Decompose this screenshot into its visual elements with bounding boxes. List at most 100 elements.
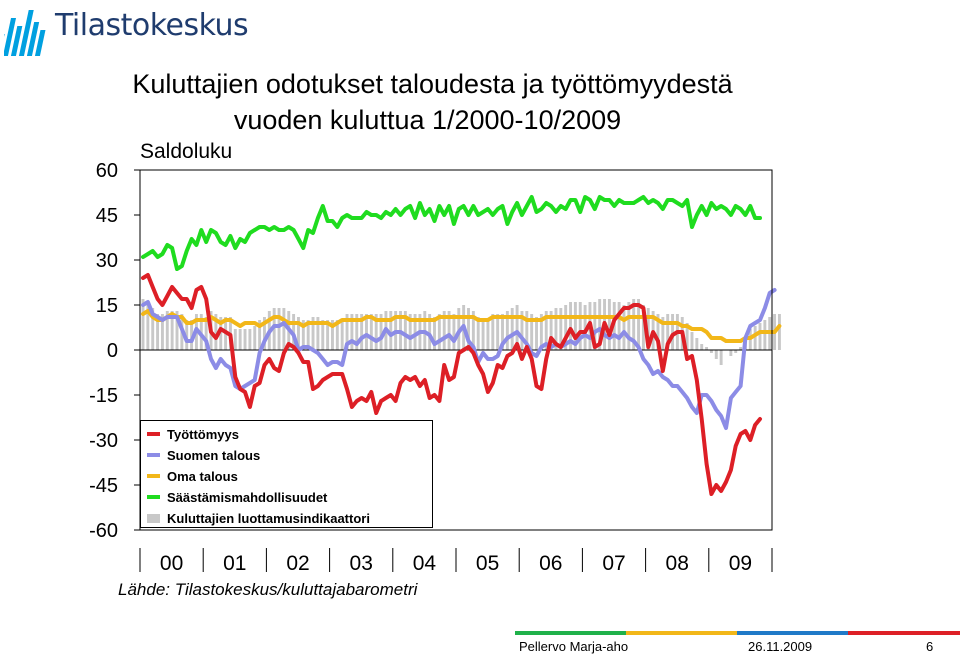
confidence-bar xyxy=(282,308,286,350)
finnish-economy-line xyxy=(141,288,777,430)
legend-item-unemployment: Työttömyys xyxy=(147,424,239,444)
confidence-bar xyxy=(554,308,558,350)
confidence-bar xyxy=(695,338,699,350)
confidence-bar xyxy=(447,311,451,350)
logo-bar-5 xyxy=(34,30,46,56)
confidence-bar xyxy=(262,317,266,350)
confidence-bar xyxy=(311,317,315,350)
confidence-bar xyxy=(321,320,325,350)
legend-label-unemployment: Työttömyys xyxy=(167,426,239,442)
confidence-bar xyxy=(627,302,631,350)
confidence-bar xyxy=(369,314,373,350)
confidence-bar xyxy=(156,314,160,350)
confidence-bar xyxy=(204,317,208,350)
confidence-bar xyxy=(510,308,514,350)
y-tick-label: -30 xyxy=(89,430,118,452)
x-tick-label: 03 xyxy=(350,552,373,575)
confidence-bar xyxy=(219,317,223,350)
logo-bar-3 xyxy=(18,10,34,56)
x-tick-label: 06 xyxy=(539,552,562,575)
legend-item-saving: Säästämismahdollisuudet xyxy=(147,487,327,507)
chart-legend: Työttömyys Suomen talous Oma talous Sääs… xyxy=(140,420,433,528)
x-tick-label: 00 xyxy=(160,552,183,575)
confidence-bar xyxy=(433,317,436,350)
confidence-bar xyxy=(408,314,412,350)
confidence-bar xyxy=(175,311,179,350)
legend-label-own-economy: Oma talous xyxy=(167,468,238,484)
confidence-bar xyxy=(403,311,407,350)
footer-strip-blue xyxy=(737,631,848,635)
confidence-bar xyxy=(253,326,257,350)
footer-strip-green xyxy=(515,631,626,635)
confidence-bar xyxy=(316,317,320,350)
footer-color-strip xyxy=(515,631,960,635)
confidence-bar xyxy=(428,314,432,350)
confidence-bar xyxy=(637,299,641,350)
legend-swatch-finnish-economy xyxy=(147,453,160,457)
saving-line xyxy=(141,195,762,271)
confidence-bar xyxy=(739,347,743,350)
legend-swatch-saving xyxy=(147,495,160,499)
confidence-bar xyxy=(476,317,480,350)
x-tick-label: 05 xyxy=(476,552,499,575)
confidence-bar xyxy=(248,329,252,350)
confidence-bar xyxy=(501,314,504,350)
confidence-bar xyxy=(641,305,645,350)
confidence-bar xyxy=(515,305,519,350)
confidence-bar xyxy=(146,302,150,350)
confidence-bar xyxy=(481,320,485,350)
confidence-bar xyxy=(277,308,281,350)
footer-author: Pellervo Marja-aho xyxy=(519,639,629,654)
confidence-bar xyxy=(729,350,733,356)
confidence-bar xyxy=(622,305,626,350)
confidence-bar xyxy=(535,317,538,350)
confidence-bar xyxy=(340,320,344,350)
brand-name: Tilastokeskus xyxy=(55,8,249,43)
y-tick-label: 0 xyxy=(107,340,118,362)
confidence-bar xyxy=(345,314,349,350)
confidence-bar xyxy=(214,314,218,350)
confidence-bar xyxy=(685,323,689,350)
confidence-bar xyxy=(306,320,310,350)
y-tick-label: -15 xyxy=(89,385,118,407)
y-tick-label: -60 xyxy=(89,520,118,542)
x-tick-label: 07 xyxy=(602,552,625,575)
confidence-bar xyxy=(389,311,393,350)
confidence-bar xyxy=(437,314,441,350)
confidence-bar xyxy=(607,299,611,350)
confidence-bar xyxy=(365,314,368,350)
confidence-bar xyxy=(544,311,548,350)
confidence-bar xyxy=(471,311,475,350)
legend-item-finnish-economy: Suomen talous xyxy=(147,445,260,465)
x-tick-label: 09 xyxy=(729,552,752,575)
legend-label-saving: Säästämismahdollisuudet xyxy=(167,489,328,505)
confidence-bar xyxy=(243,329,247,350)
footer-page-number: 6 xyxy=(926,639,934,654)
footer-strip-red xyxy=(848,631,960,635)
confidence-bar xyxy=(165,311,169,350)
line-chart: 60 45 30 15 0 -15 -30 -45 -60 00 01 02 03 04 05 06 07 08… xyxy=(89,160,782,575)
confidence-bar xyxy=(151,308,155,350)
unemployment-line xyxy=(141,273,762,496)
x-tick-label: 02 xyxy=(286,552,309,575)
x-tick-label: 01 xyxy=(223,552,246,575)
confidence-bar xyxy=(335,320,339,350)
confidence-bar xyxy=(617,302,621,350)
confidence-bar xyxy=(360,314,364,350)
logo-bar-2 xyxy=(10,26,23,56)
confidence-bar xyxy=(646,308,650,350)
logo-bar-1 xyxy=(4,18,17,56)
legend-label-confidence: Kuluttajien luottamusindikaattori xyxy=(167,510,370,526)
confidence-bar xyxy=(753,326,757,350)
chart-title-line2: vuoden kuluttua 1/2000-10/2009 xyxy=(233,105,622,135)
confidence-bar xyxy=(714,350,718,359)
confidence-bar xyxy=(350,314,354,350)
confidence-bar xyxy=(734,350,738,353)
confidence-bar xyxy=(520,311,524,350)
confidence-bar xyxy=(331,320,334,350)
legend-label-finnish-economy: Suomen talous xyxy=(167,447,261,463)
confidence-bar xyxy=(491,314,495,350)
confidence-bar xyxy=(549,311,553,350)
confidence-bar xyxy=(719,350,723,365)
confidence-bar xyxy=(690,332,694,350)
